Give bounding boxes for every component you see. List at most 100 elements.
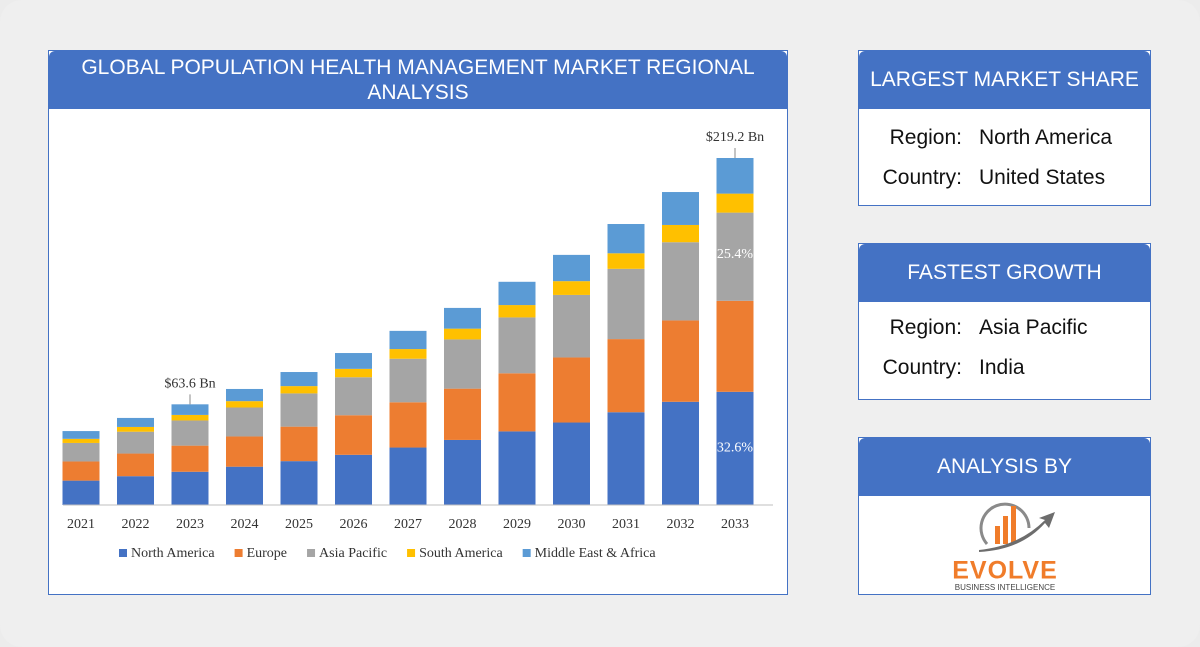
bar-segment <box>171 404 209 415</box>
legend-swatch <box>522 549 531 557</box>
legend-swatch <box>119 549 127 557</box>
bar-segment <box>607 412 645 505</box>
bar-segment <box>280 426 318 462</box>
x-tick-label: 2025 <box>285 517 313 532</box>
x-tick-label: 2031 <box>612 517 640 532</box>
x-tick-label: 2024 <box>231 517 259 532</box>
panel-title: FASTEST GROWTH <box>859 244 1150 302</box>
chart: 2021 2022 2023 2024 2025 2026 2027 2028 2029 2030… <box>62 130 773 561</box>
bar-segment <box>280 386 318 394</box>
legend-swatch <box>234 549 243 557</box>
bar-segment <box>62 431 100 439</box>
bar-segment <box>335 368 372 378</box>
info-panel: ANALYSIS BY EVOLVE BUSINESS INTELLIGENCE <box>858 437 1151 595</box>
bar-segment <box>171 445 209 472</box>
bar-segment <box>171 414 209 421</box>
legend-swatch <box>307 549 316 557</box>
bar-segment <box>335 454 372 505</box>
bar-segment <box>226 436 263 467</box>
share-label: 25.4% <box>717 247 754 262</box>
bar-segment <box>62 480 100 505</box>
legend-swatch <box>407 549 416 557</box>
bar-segment <box>389 330 427 350</box>
bar-segment <box>498 373 536 432</box>
bar-segment <box>553 281 590 295</box>
logo-tagline: BUSINESS INTELLIGENCE <box>955 583 1055 592</box>
x-tick-label: 2028 <box>449 517 477 532</box>
panel-title: LARGEST MARKET SHARE <box>859 51 1150 109</box>
bar-segment <box>389 349 427 359</box>
bar-segment <box>444 307 481 329</box>
bar-segment <box>716 158 754 194</box>
bar-segment <box>62 438 100 443</box>
bar-segment <box>662 242 699 321</box>
bar-segment <box>553 422 590 505</box>
logo-name: EVOLVE <box>952 557 1058 585</box>
row-value: India <box>979 356 1025 379</box>
bar-segment <box>662 192 699 225</box>
bar-segment <box>171 471 209 505</box>
bar-segment <box>553 254 590 282</box>
row-label: Region: <box>889 316 962 339</box>
logo-arc <box>979 502 1031 545</box>
legend-label: South America <box>419 546 503 561</box>
row-label: Country: <box>882 356 962 379</box>
bar-segment <box>607 253 645 269</box>
bar-segment <box>280 461 318 505</box>
x-tick-label: 2023 <box>176 517 204 532</box>
bar-segment <box>226 407 263 437</box>
info-panel: FASTEST GROWTH Region: Asia Pacific Count… <box>858 243 1151 400</box>
x-tick-label: 2030 <box>558 517 586 532</box>
bar-segment <box>117 417 154 427</box>
bar-segment <box>62 461 100 481</box>
info-panel: LARGEST MARKET SHARE Region: North Americ… <box>858 50 1151 206</box>
logo-bar <box>1003 516 1008 544</box>
bar-segment <box>335 377 372 416</box>
row-value: Asia Pacific <box>979 316 1088 339</box>
bar-segment <box>553 294 590 358</box>
bar-segment <box>62 442 100 462</box>
x-tick-label: 2029 <box>503 517 531 532</box>
row-label: Country: <box>882 166 962 189</box>
bar-segment <box>607 224 645 254</box>
bar-segment <box>280 372 318 387</box>
bar-segment <box>117 426 154 432</box>
bar-segment <box>280 393 318 427</box>
bar-segment <box>226 401 263 408</box>
bar-segment <box>444 439 481 505</box>
bar-segment <box>662 401 699 505</box>
chart-title: GLOBAL POPULATION HEALTH MANAGEMENT MARK… <box>49 51 787 109</box>
bar-segment <box>716 300 754 392</box>
bar-segment <box>716 391 754 505</box>
bar-segment <box>498 317 536 374</box>
bar-segment <box>607 268 645 340</box>
bar-segment <box>498 305 536 318</box>
x-tick-label: 2033 <box>721 517 749 532</box>
bar-segment <box>117 431 154 454</box>
bar-segment <box>335 415 372 455</box>
row-value: United States <box>979 166 1106 189</box>
bar-segment <box>498 431 536 505</box>
share-label: 32.6% <box>717 441 754 456</box>
row-value: North America <box>979 126 1113 149</box>
bar-segment <box>553 357 590 423</box>
bar-segment <box>498 281 536 306</box>
x-tick-label: 2032 <box>667 517 695 532</box>
bar-segment <box>226 388 263 402</box>
bar-segment <box>389 358 427 403</box>
bar-segment <box>335 353 372 369</box>
x-tick-label: 2027 <box>394 517 422 532</box>
legend-label: Asia Pacific <box>319 546 387 561</box>
logo: EVOLVE BUSINESS INTELLIGENCE <box>952 502 1058 592</box>
bar-segment <box>389 447 427 505</box>
x-tick-label: 2026 <box>340 517 368 532</box>
total-label: $63.6 Bn <box>164 377 215 392</box>
bar-segment <box>607 339 645 413</box>
panel-title: ANALYSIS BY <box>859 438 1150 496</box>
bar-segment <box>117 476 154 505</box>
legend-label: Middle East & Africa <box>535 546 657 561</box>
bar-segment <box>716 193 754 213</box>
bar-segment <box>716 212 754 301</box>
bar-segment <box>117 453 154 477</box>
